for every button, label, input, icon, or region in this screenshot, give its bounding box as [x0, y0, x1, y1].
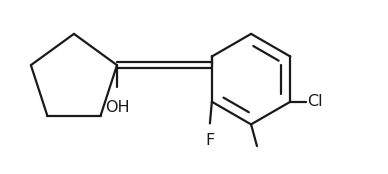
Text: OH: OH: [105, 100, 129, 115]
Text: Cl: Cl: [307, 94, 323, 109]
Text: F: F: [205, 133, 215, 148]
